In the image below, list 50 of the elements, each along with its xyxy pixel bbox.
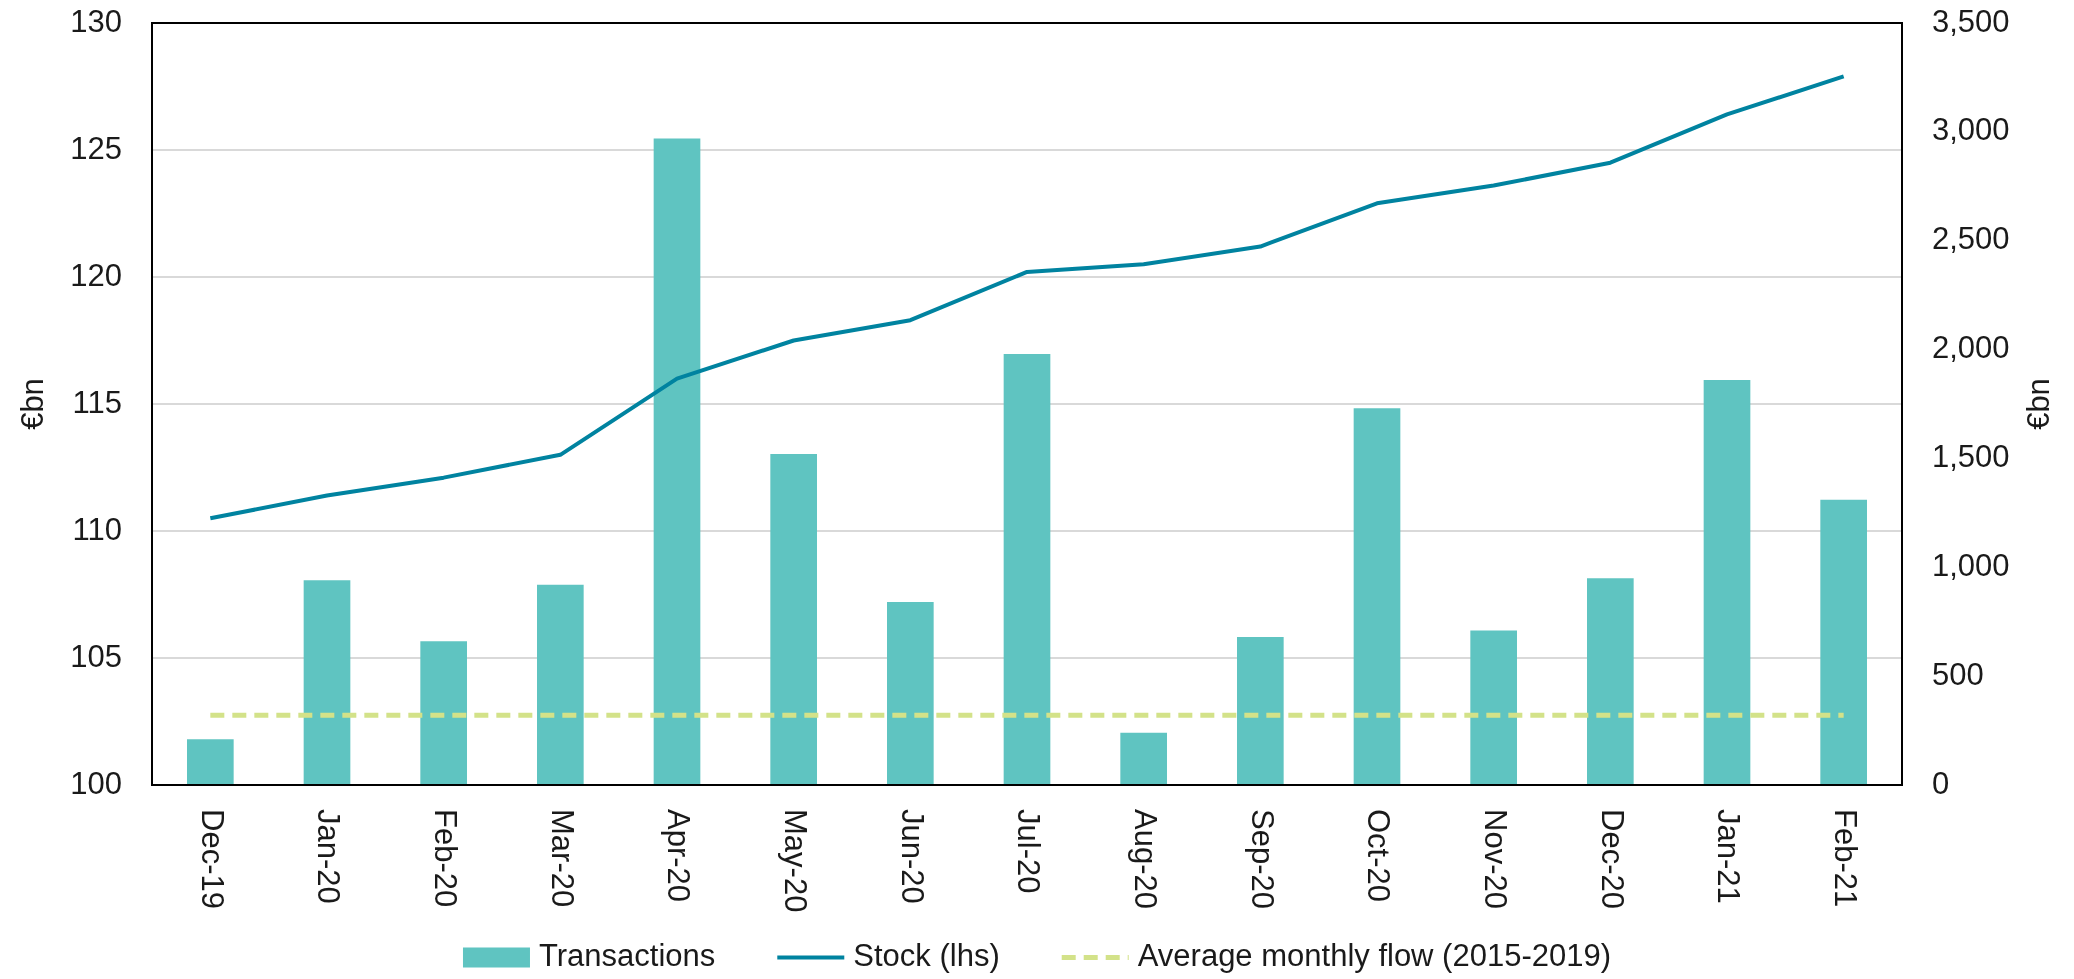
x-tick-label: Mar-20	[544, 809, 580, 908]
bar	[1237, 636, 1284, 785]
x-tick-label: Apr-20	[661, 809, 697, 903]
bar	[420, 641, 467, 785]
bar	[537, 584, 584, 785]
legend-label: Average monthly flow (2015-2019)	[1137, 938, 1612, 974]
x-tick-label: Jun-20	[894, 809, 930, 904]
y-tick-label: 105	[70, 638, 122, 674]
bar	[1353, 408, 1401, 785]
y2-tick-label: 3,500	[1932, 3, 2010, 39]
bar	[1120, 732, 1167, 785]
bar	[1470, 630, 1517, 785]
y-axis-title: €bn	[14, 378, 50, 430]
x-tick-label: Jan-20	[311, 809, 347, 904]
x-tick-label: Feb-21	[1828, 809, 1864, 908]
bar	[653, 138, 701, 785]
x-tick-label: May-20	[778, 809, 814, 913]
y2-tick-label: 0	[1932, 765, 1950, 801]
bar	[887, 602, 934, 785]
y-tick-label: 130	[70, 3, 122, 39]
y2-tick-label: 500	[1932, 656, 1984, 692]
y-tick-label: 115	[72, 384, 122, 420]
y-tick-label: 125	[70, 130, 122, 166]
x-tick-label: Aug-20	[1128, 809, 1164, 909]
legend-label: Stock (lhs)	[853, 938, 1000, 974]
bar	[1820, 499, 1867, 785]
bar	[187, 739, 234, 785]
x-tick-label: Dec-19	[194, 809, 230, 909]
y2-tick-label: 1,500	[1932, 438, 2010, 474]
bar	[303, 580, 351, 785]
x-tick-label: Nov-20	[1478, 809, 1514, 909]
y-tick-label: 100	[70, 765, 122, 801]
x-tick-label: Jan-21	[1711, 809, 1747, 904]
y2-axis-title: €bn	[2020, 378, 2056, 430]
x-tick-label: Feb-20	[428, 809, 464, 908]
bar	[1003, 353, 1051, 785]
y2-tick-label: 2,500	[1932, 221, 2010, 257]
y-tick-label: 110	[72, 511, 122, 547]
y2-tick-label: 1,000	[1932, 547, 2010, 583]
y2-tick-label: 2,000	[1932, 330, 2010, 366]
bar	[1703, 380, 1751, 785]
y2-tick-label: 3,000	[1932, 112, 2010, 148]
bar	[770, 454, 817, 785]
legend-label: Transactions	[538, 938, 716, 974]
x-tick-label: Oct-20	[1361, 809, 1397, 903]
x-tick-label: Jul-20	[1011, 809, 1047, 894]
x-tick-label: Dec-20	[1594, 809, 1630, 909]
y-tick-label: 120	[70, 257, 122, 293]
bar	[1587, 578, 1634, 785]
x-tick-label: Sep-20	[1244, 809, 1280, 909]
